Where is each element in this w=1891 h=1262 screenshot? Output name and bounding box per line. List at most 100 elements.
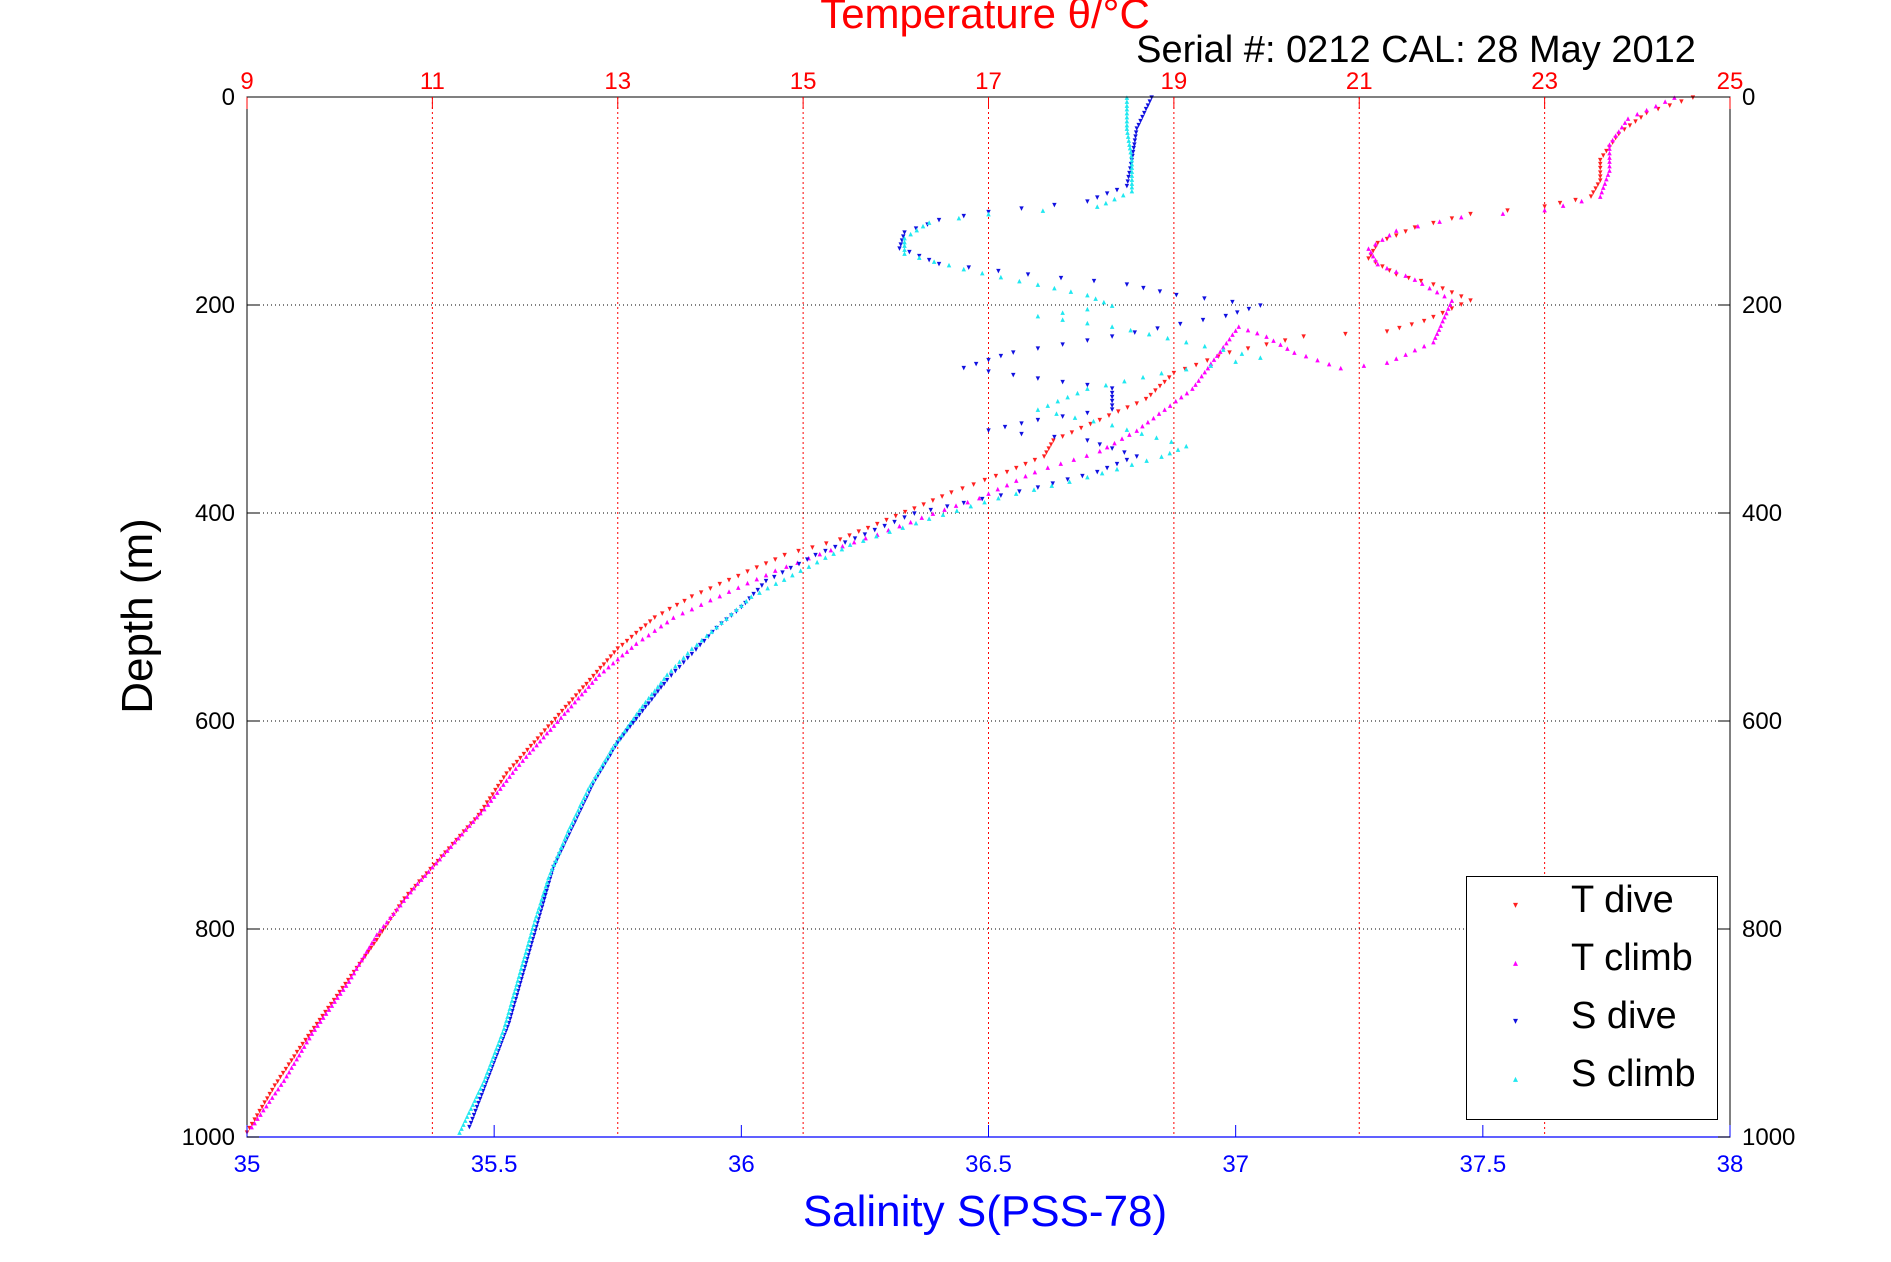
data-point-s-climb: ▴	[1104, 198, 1109, 208]
data-point-t-dive: ▾	[1468, 296, 1473, 306]
data-point-s-dive: ▾	[1052, 433, 1057, 443]
data-point-t-dive: ▾	[625, 636, 630, 646]
data-point-s-climb: ▴	[1130, 171, 1135, 181]
data-point-s-climb: ▴	[1041, 206, 1046, 216]
data-point-s-dive: ▾	[698, 641, 703, 651]
data-point-t-climb: ▴	[965, 497, 970, 507]
data-point-t-climb: ▴	[1278, 340, 1283, 350]
data-point-s-climb: ▴	[823, 553, 828, 563]
data-point-s-climb: ▴	[695, 640, 700, 650]
data-point-s-climb: ▴	[1130, 155, 1135, 165]
data-point-s-climb: ▴	[1125, 120, 1130, 130]
data-point-s-dive: ▾	[498, 1043, 503, 1053]
data-point-t-climb: ▴	[1600, 187, 1605, 197]
data-point-s-dive: ▾	[677, 662, 682, 672]
data-point-t-climb: ▴	[576, 694, 581, 704]
data-point-t-dive: ▾	[634, 629, 639, 639]
data-point-s-dive: ▾	[1125, 456, 1130, 466]
data-point-s-dive: ▾	[511, 1003, 516, 1013]
data-point-t-dive: ▾	[337, 987, 342, 997]
data-point-s-dive: ▾	[1135, 124, 1140, 134]
data-point-t-dive: ▾	[773, 555, 778, 565]
data-point-s-climb: ▴	[902, 237, 907, 247]
data-point-s-climb: ▴	[1128, 144, 1133, 154]
data-point-t-dive: ▾	[949, 488, 954, 498]
data-point-s-climb: ▴	[614, 739, 619, 749]
data-point-t-climb: ▴	[292, 1059, 297, 1069]
data-point-s-dive: ▾	[615, 738, 620, 748]
data-point-s-dive: ▾	[986, 367, 991, 377]
data-point-s-climb: ▴	[927, 218, 932, 228]
data-point-t-climb: ▴	[321, 1013, 326, 1023]
data-point-t-climb: ▴	[294, 1055, 299, 1065]
data-point-t-climb: ▴	[1601, 183, 1606, 193]
data-point-t-climb: ▴	[1607, 161, 1612, 171]
data-point-t-climb: ▴	[452, 838, 457, 848]
data-point-t-dive: ▾	[796, 547, 801, 557]
data-point-s-dive: ▾	[1036, 483, 1041, 493]
data-point-t-dive: ▾	[270, 1085, 275, 1095]
data-point-t-dive: ▾	[278, 1073, 283, 1083]
data-point-s-dive: ▾	[1174, 291, 1179, 301]
data-point-t-dive: ▾	[306, 1031, 311, 1041]
data-point-s-dive: ▾	[659, 683, 664, 693]
data-point-t-climb: ▴	[1672, 93, 1677, 103]
data-point-t-dive: ▾	[1397, 324, 1402, 334]
data-point-t-climb: ▴	[504, 776, 509, 786]
data-point-s-climb: ▴	[982, 498, 987, 508]
data-point-t-climb: ▴	[773, 566, 778, 576]
data-point-s-dive: ▾	[1011, 370, 1016, 380]
data-point-s-climb: ▴	[665, 670, 670, 680]
data-point-t-dive: ▾	[352, 967, 357, 977]
data-point-t-climb: ▴	[287, 1067, 292, 1077]
data-point-s-dive: ▾	[719, 619, 724, 629]
data-point-t-dive: ▾	[1153, 386, 1158, 396]
chart-title: Temperature θ/°C	[820, 0, 1150, 37]
data-point-s-climb: ▴	[515, 976, 520, 986]
data-point-t-climb: ▴	[460, 829, 465, 839]
data-point-t-climb: ▴	[332, 997, 337, 1007]
data-point-s-dive: ▾	[549, 871, 554, 881]
data-point-s-dive: ▾	[1115, 460, 1120, 470]
data-point-s-climb: ▴	[519, 964, 524, 974]
data-point-t-dive: ▾	[262, 1098, 267, 1108]
data-point-t-climb: ▴	[1221, 343, 1226, 353]
data-point-t-dive: ▾	[397, 902, 402, 912]
data-point-s-climb: ▴	[611, 743, 616, 753]
data-point-s-climb: ▴	[533, 916, 538, 926]
data-point-s-climb: ▴	[503, 1020, 508, 1030]
data-point-t-climb: ▴	[324, 1009, 329, 1019]
data-point-s-climb: ▴	[1102, 298, 1107, 308]
data-point-t-climb: ▴	[1442, 292, 1447, 302]
data-point-t-climb: ▴	[1209, 359, 1214, 369]
data-point-t-dive: ▾	[1183, 364, 1188, 374]
data-point-s-climb: ▴	[540, 894, 545, 904]
data-point-t-climb: ▴	[1448, 300, 1453, 310]
data-point-s-climb: ▴	[968, 502, 973, 512]
data-point-s-dive: ▾	[539, 907, 544, 917]
data-point-t-climb: ▴	[456, 833, 461, 843]
data-point-t-dive: ▾	[462, 827, 467, 837]
data-point-s-climb: ▴	[559, 843, 564, 853]
data-point-t-climb: ▴	[1369, 248, 1374, 258]
data-point-t-dive: ▾	[745, 567, 750, 577]
data-point-t-dive: ▾	[653, 613, 658, 623]
data-point-s-climb: ▴	[1073, 413, 1078, 423]
data-point-t-climb: ▴	[449, 842, 454, 852]
data-point-s-climb: ▴	[1104, 380, 1109, 390]
data-point-s-dive: ▾	[1158, 287, 1163, 297]
data-point-t-dive: ▾	[1617, 129, 1622, 139]
data-point-t-climb: ▴	[559, 713, 564, 723]
data-point-t-climb: ▴	[538, 737, 543, 747]
data-point-t-climb: ▴	[875, 530, 880, 540]
data-point-t-dive: ▾	[1613, 134, 1618, 144]
data-point-t-dive: ▾	[782, 551, 787, 561]
data-point-t-dive: ▾	[292, 1052, 297, 1062]
data-point-t-climb: ▴	[302, 1042, 307, 1052]
data-point-s-climb: ▴	[482, 1076, 487, 1086]
data-point-t-climb: ▴	[1644, 105, 1649, 115]
data-point-t-climb: ▴	[745, 579, 750, 589]
data-point-s-dive: ▾	[1105, 189, 1110, 199]
data-point-t-climb: ▴	[806, 554, 811, 564]
data-point-s-climb: ▴	[686, 649, 691, 659]
